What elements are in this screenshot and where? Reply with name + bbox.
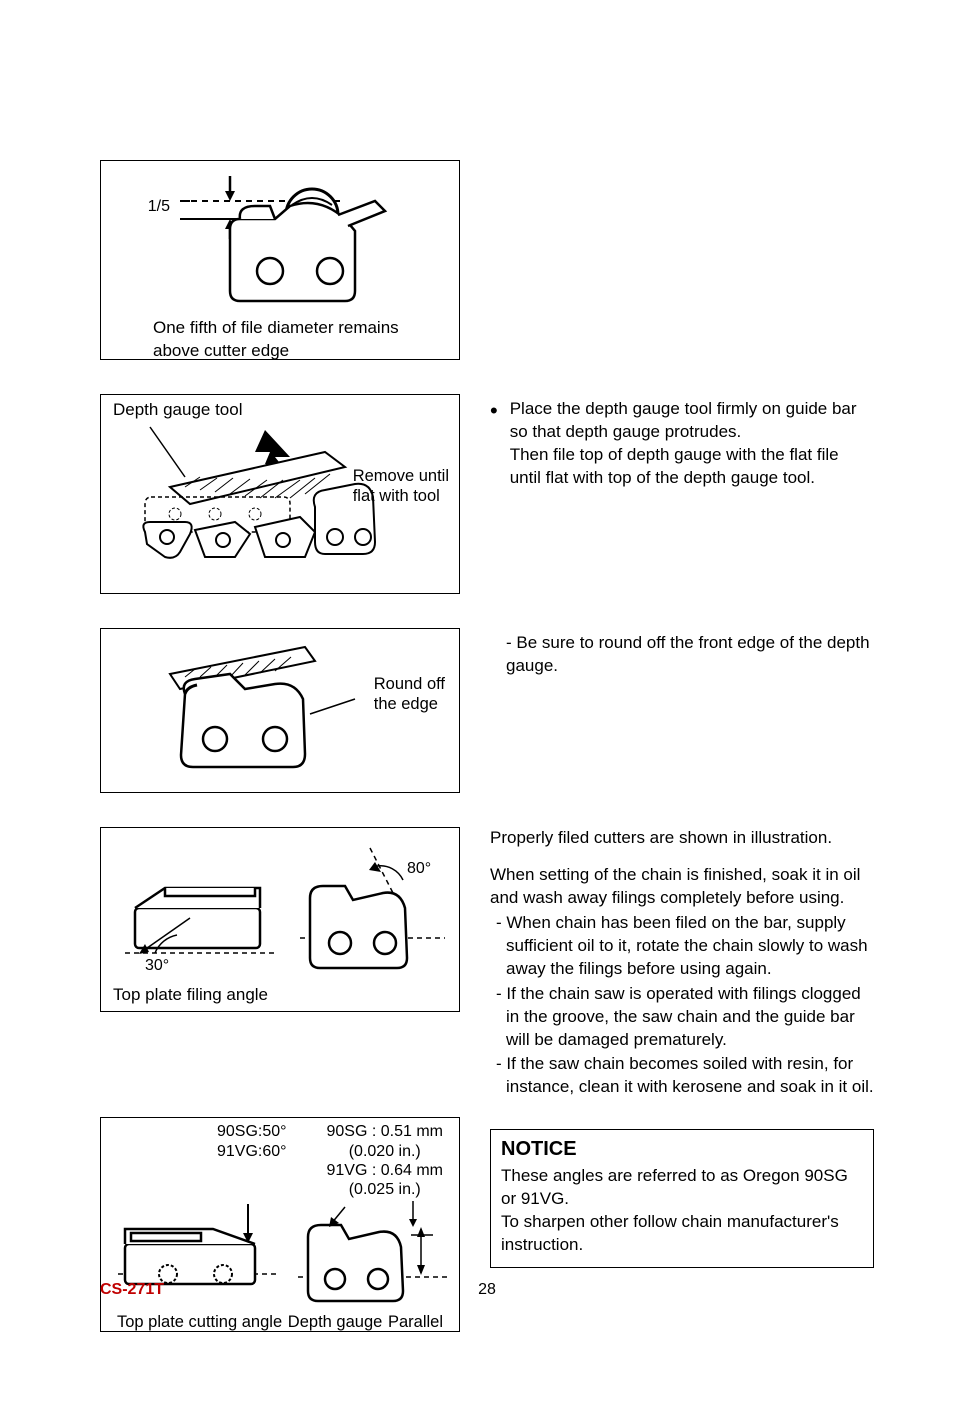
notice-box: NOTICE These angles are referred to as O… [490,1129,874,1268]
bullet-icon: • [490,398,498,490]
properly-filed-text: Properly filed cutters are shown in illu… [490,827,874,850]
depth-gauge-instruction: • Place the depth gauge tool firmly on g… [490,398,874,490]
svg-text:30°: 30° [145,957,169,974]
bottom-right-label: Parallel [388,1311,443,1333]
dash-3: - If the saw chain becomes soiled with r… [490,1053,874,1099]
ratio-label: 1/5 [148,198,170,215]
figure-depth-gauge-tool: Depth gauge tool [100,394,460,594]
notice-body-1: These angles are referred to as Oregon 9… [501,1165,863,1211]
right-value-labels: 90SG : 0.51 mm (0.020 in.) 91VG : 0.64 m… [327,1122,444,1199]
notice-body-2: To sharpen other follow chain manufactur… [501,1211,863,1257]
fig4-caption: Top plate filing angle [113,984,447,1007]
depth-gauge-tool-label: Depth gauge tool [113,399,447,422]
fig1-caption: One fifth of file diameter remains above… [113,317,447,363]
svg-text:80°: 80° [407,860,431,877]
notice-title: NOTICE [501,1136,863,1163]
dash-1: - When chain has been filed on the bar, … [490,912,874,981]
bottom-left-label: Top plate cutting angle [117,1311,282,1333]
page-footer: CS-271T 28 [100,1279,874,1301]
file-diameter-svg: 1/5 [120,171,440,311]
bottom-mid-label: Depth gauge [288,1311,383,1333]
figure-round-off: Round off the edge [100,628,460,793]
filing-angle-svg: 30° 80° [115,838,445,978]
round-off-label: Round off the edge [374,675,445,715]
remove-label: Remove until flat with tool [353,467,449,507]
figure-file-diameter: 1/5 [100,160,460,360]
figure-filing-angle: 30° 80° Top plate filing angle [100,827,460,1012]
soak-instruction: When setting of the chain is finished, s… [490,864,874,910]
model-number: CS-271T [100,1279,164,1301]
dash-2: - If the chain saw is operated with fili… [490,983,874,1052]
round-off-instruction: - Be sure to round off the front edge of… [490,632,874,678]
left-angle-labels: 90SG:50° 91VG:60° [117,1122,287,1199]
page-number: 28 [478,1279,496,1301]
